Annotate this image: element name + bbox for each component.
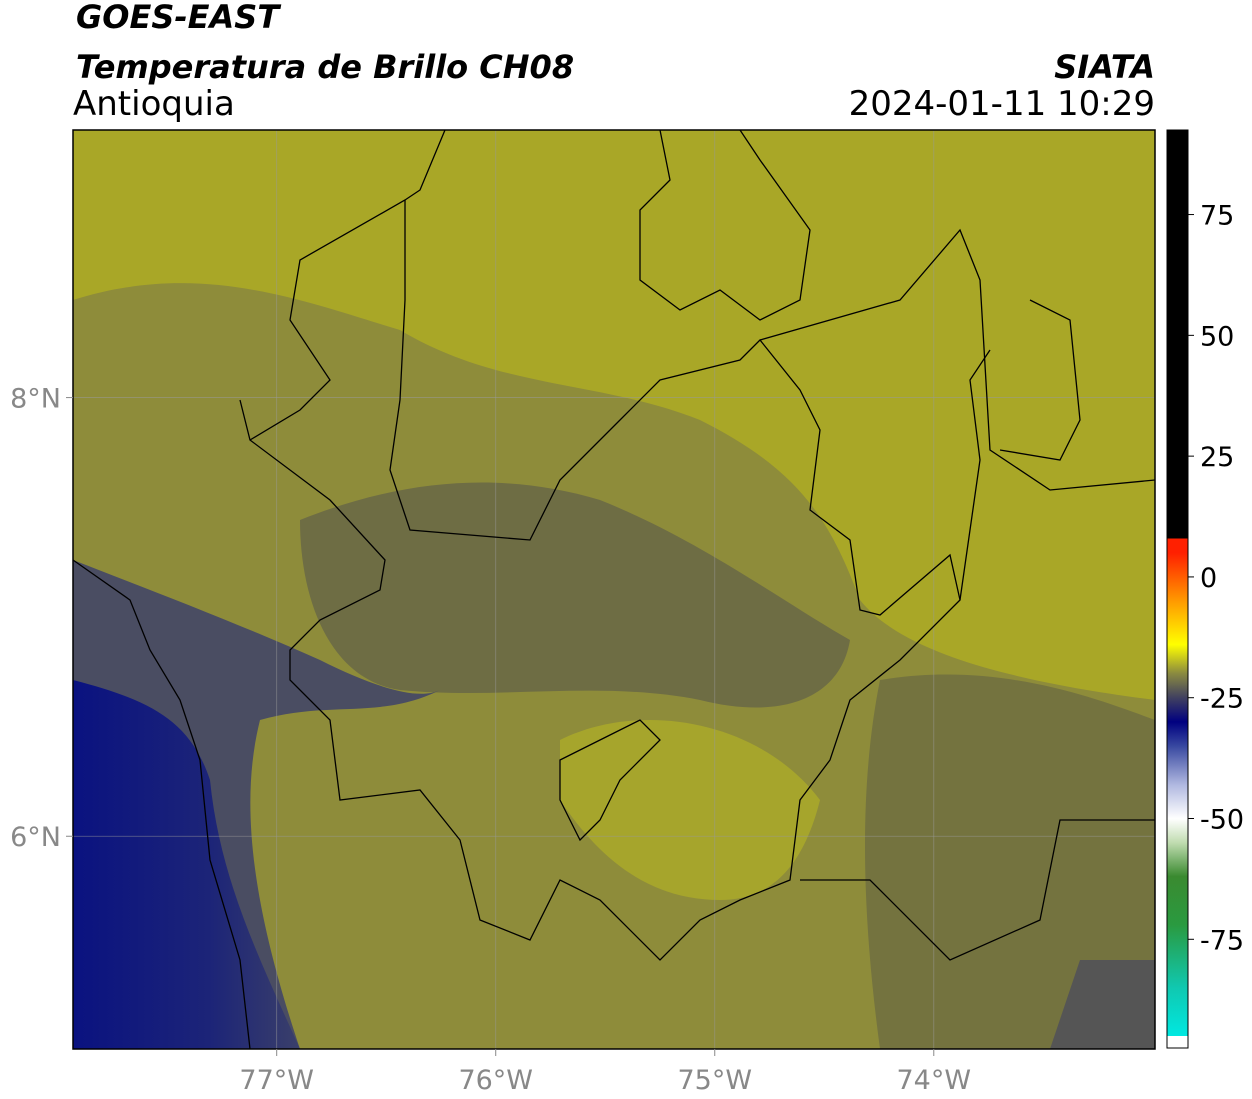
subtitle-datetime: 2024-01-11 10:29 xyxy=(849,84,1155,124)
colorbar-tick-label: -50 xyxy=(1200,805,1244,836)
department-border xyxy=(999,299,1081,461)
field-dark xyxy=(300,482,850,708)
department-border xyxy=(239,200,961,961)
map-field xyxy=(73,130,1155,1049)
x-tick-label: 77°W xyxy=(239,1065,314,1096)
department-border xyxy=(559,719,661,842)
colorbar-ticks: 75 50 25 0 -25 -50 -75 xyxy=(1188,201,1244,956)
x-tick-label: 75°W xyxy=(677,1065,752,1096)
field-corner xyxy=(1050,960,1155,1049)
borders xyxy=(73,130,1155,1049)
subtitle-region: Antioquia xyxy=(73,84,235,124)
department-border xyxy=(959,349,991,601)
colorbar-tick-label: 75 xyxy=(1200,201,1234,232)
x-tick-label: 76°W xyxy=(458,1065,533,1096)
title-satellite: GOES-EAST xyxy=(76,0,281,36)
colorbar xyxy=(1166,129,1189,1049)
coast-border xyxy=(249,130,446,441)
grid xyxy=(73,130,1155,1049)
y-tick-label: 6°N xyxy=(10,822,61,853)
colorbar-tick-label: -25 xyxy=(1200,684,1244,715)
title-source: SIATA xyxy=(1054,48,1155,86)
department-border xyxy=(800,819,1155,961)
colorbar-tick-label: 25 xyxy=(1200,442,1234,473)
field-east xyxy=(865,674,1155,1049)
title-product: Temperatura de Brillo CH08 xyxy=(76,48,574,86)
x-tick-label: 74°W xyxy=(897,1065,972,1096)
map-frame xyxy=(72,129,1156,1050)
colorbar-tick-label: 50 xyxy=(1200,321,1234,352)
field-warm xyxy=(560,720,820,900)
field-coldest xyxy=(73,680,300,1049)
colorbar-tick-label: -75 xyxy=(1200,925,1244,956)
y-tick-label: 8°N xyxy=(10,384,61,415)
colorbar-tick-label: 0 xyxy=(1200,563,1217,594)
department-border xyxy=(759,228,1155,491)
department-border xyxy=(639,130,811,321)
department-border xyxy=(73,559,251,1049)
